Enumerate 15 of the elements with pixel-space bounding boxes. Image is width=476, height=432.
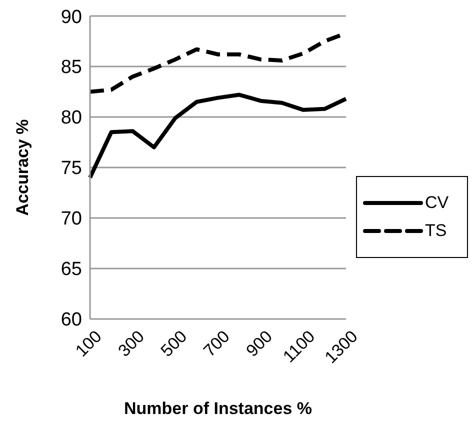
y-axis-title: Accuracy % [13, 119, 32, 216]
y-tick-label: 70 [60, 208, 82, 230]
y-tick-label: 80 [60, 108, 82, 129]
line-series [88, 92, 348, 180]
x-axis-title: Number of Instances % [124, 399, 312, 418]
y-tick-label: 75 [60, 158, 82, 180]
x-tick-label: 300 [114, 326, 148, 360]
y-tick-label: 65 [60, 259, 82, 280]
y-tick-label: 90 [60, 6, 82, 28]
x-tick-label: 900 [242, 326, 276, 360]
y-tick-label: 85 [60, 57, 82, 78]
legend-label: CV [425, 193, 449, 213]
x-tick-label: 700 [200, 326, 234, 360]
x-tick-label: 500 [157, 326, 191, 360]
legend-label: TS [425, 221, 447, 241]
